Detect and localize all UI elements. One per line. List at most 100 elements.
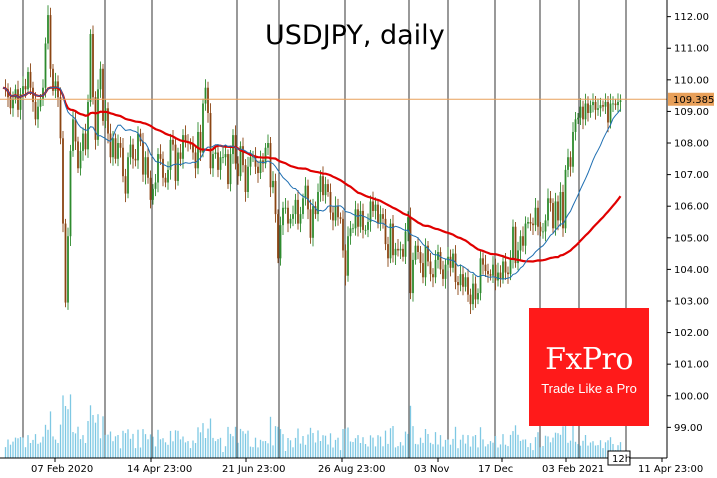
candle-body [329,191,332,213]
candle-body [517,250,519,264]
candle-body [619,100,622,102]
candle-body [222,157,224,159]
candle-body [532,223,534,226]
candle-body [514,226,517,264]
candle-body [362,210,364,230]
current-price-label: 109.385 [668,92,714,106]
candle-body [354,209,357,229]
candle-body [472,283,474,305]
y-tick-label: 107.00 [674,170,709,181]
candle-body [179,152,182,159]
candle-body [77,141,79,169]
candle-body [234,135,237,164]
candle-body [374,204,377,211]
candle-body [604,101,607,107]
candle-body [162,158,164,178]
chart-title: USDJPY, daily [265,20,445,51]
candle-body [432,274,434,278]
candle-body [364,229,367,231]
y-tick-label: 112.00 [674,12,709,23]
candle-body [297,199,299,224]
candle-body [319,176,322,192]
candle-body [584,103,587,120]
candle-body [409,217,412,294]
candle-body [134,158,137,161]
candle-body [277,214,279,259]
candle-body [74,119,77,142]
candle-body [349,228,352,237]
candle-body [24,86,27,90]
candle-body [524,223,527,246]
x-tick-label: 21 Jun 23:00 [222,464,286,475]
candle-body [272,180,274,188]
candle-body [392,223,394,256]
candle-body [289,218,292,224]
candle-body [347,236,349,276]
candle-body [422,263,424,278]
candle-body [239,146,242,177]
candle-body [122,147,124,177]
candle-body [534,207,537,226]
moving-average-long [2,86,622,263]
candle-body [169,139,172,170]
y-tick-label: 102.00 [674,328,709,339]
candle-body [84,133,87,150]
candle-body [87,101,89,150]
candle-body [367,222,369,230]
candle-body [89,34,92,102]
candle-body [159,154,162,159]
fxpro-logo: FxPro Trade Like a Pro [529,308,649,426]
candle-body [97,89,99,140]
candle-body [497,272,499,281]
candle-body [142,141,144,175]
candle-body [124,176,127,194]
candle-body [12,98,14,109]
y-tick-label: 110.00 [674,75,709,86]
candle-body [37,106,39,120]
time-axis-labels: 07 Feb 2020 14 Apr 23:00 21 Jun 23:00 26 Au… [31,458,703,475]
y-tick-label: 106.00 [674,202,709,213]
candle-body [537,207,539,227]
candle-body [299,214,302,224]
candle-body [29,71,32,88]
current-price-value: 109.385 [673,95,714,106]
candle-body [264,147,267,164]
candle-body [9,97,12,109]
candle-body [197,131,199,169]
candle-body [434,259,437,278]
candle-body [539,226,542,232]
candle-body [99,68,102,90]
x-tick-label: 03 Nov [414,464,450,475]
candle-body [117,143,119,159]
candle-body [174,144,177,181]
candle-body [462,274,464,287]
candle-body [412,259,414,294]
candle-body [464,277,467,287]
candle-body [609,103,612,123]
candle-body [384,218,387,245]
candle-body [357,209,359,227]
candle-body [419,252,422,264]
candle-body [359,210,362,227]
candle-body [599,105,602,109]
candle-body [249,157,252,167]
y-tick-label: 105.00 [674,233,709,244]
candle-body [284,207,287,209]
x-tick-label: 07 Feb 2020 [31,464,93,475]
candle-body [304,185,307,199]
candle-body [294,199,297,215]
candle-body [542,231,544,233]
candle-body [494,264,497,281]
candle-body [109,133,112,158]
candle-body [614,103,617,106]
candle-body [499,272,502,279]
candle-body [112,138,114,158]
candle-body [202,103,204,153]
timeframe-badge: 12h [607,450,631,466]
candle-body [92,34,94,98]
candle-body [219,157,222,170]
candle-body [227,154,229,185]
candle-body [529,222,532,224]
candle-body [127,157,129,194]
